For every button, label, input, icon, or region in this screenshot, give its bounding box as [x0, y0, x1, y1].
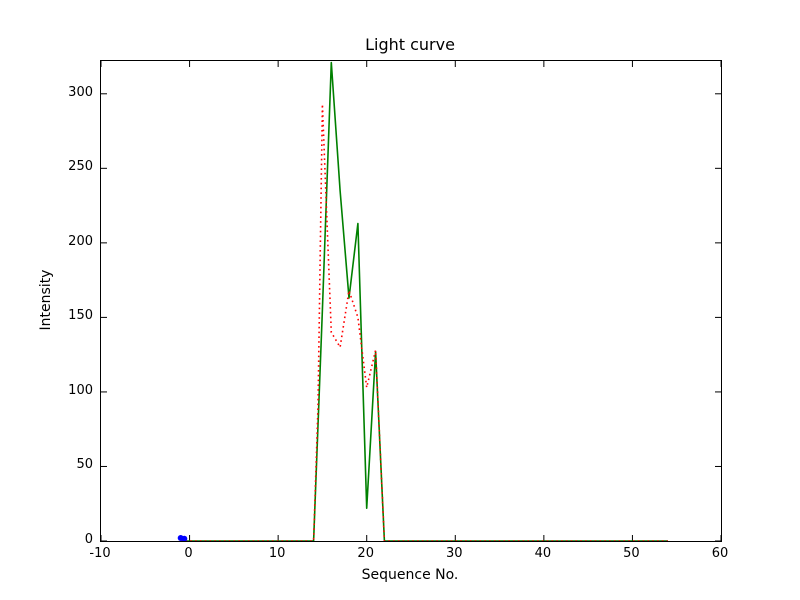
plot-area	[100, 60, 722, 542]
x-tick-label: 40	[534, 546, 552, 561]
y-tick-label: 150	[68, 308, 93, 324]
x-tick-label: 0	[184, 546, 193, 561]
y-tick-label: 50	[76, 457, 93, 473]
x-tick-label: 10	[268, 546, 286, 561]
x-tick-label: 30	[446, 546, 463, 561]
y-tick-label: 200	[68, 233, 93, 249]
y-tick-label: 300	[68, 84, 93, 100]
series-green-solid	[180, 61, 668, 541]
series-red-dotted	[180, 103, 668, 541]
y-tick-label: 250	[68, 159, 93, 175]
y-tick-label: 0	[84, 532, 93, 547]
x-tick-label: 20	[357, 546, 374, 561]
x-axis-label: Sequence No.	[361, 567, 459, 583]
plot-svg	[101, 61, 721, 541]
chart-title: Light curve	[365, 35, 455, 54]
x-tick-label: 60	[711, 546, 729, 561]
x-tick-labels: -10 0 10 20 30 40 50 60	[89, 546, 728, 566]
y-tick-labels: 0 50 100 150 200 250 300	[0, 60, 93, 547]
marker-blue-marker	[181, 535, 188, 541]
x-tick-label: -10	[89, 546, 111, 561]
y-tick-label: 100	[68, 382, 93, 398]
x-tick-label: 50	[623, 546, 640, 561]
